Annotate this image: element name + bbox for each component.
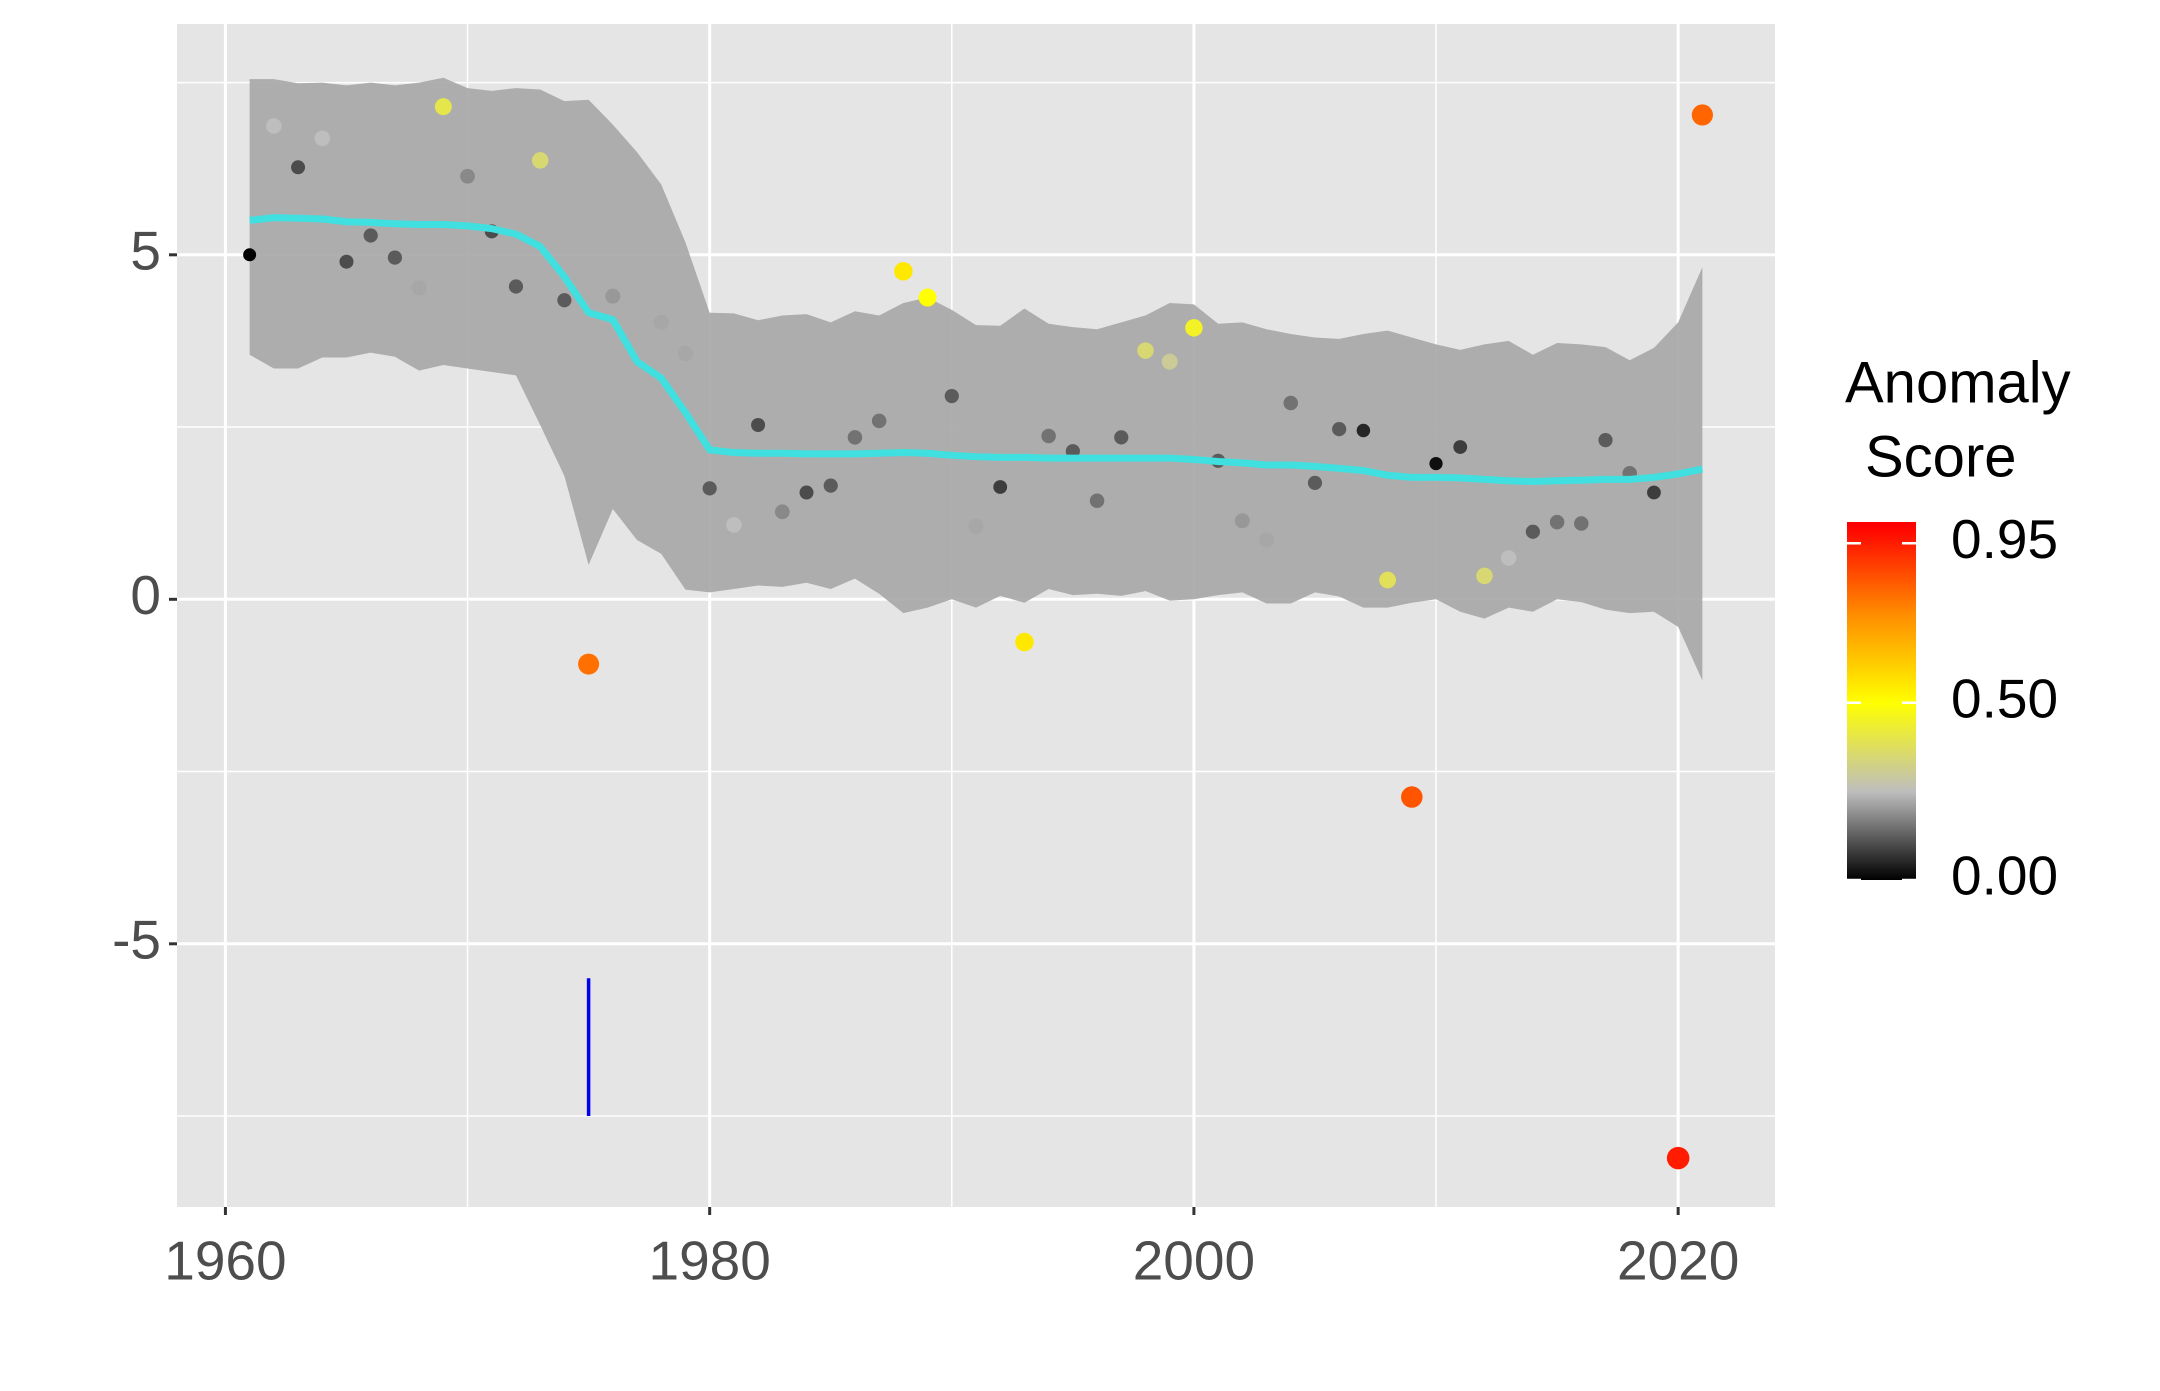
data-point: [1356, 423, 1371, 438]
x-tick-label: 2000: [1133, 1230, 1255, 1292]
data-point: [1598, 433, 1613, 448]
data-point: [1691, 104, 1713, 126]
data-point: [726, 517, 742, 533]
confidence-band: [249, 77, 1703, 681]
data-point: [1283, 395, 1299, 411]
data-point: [1500, 550, 1517, 566]
data-point: [968, 518, 984, 534]
data-point: [1666, 1146, 1690, 1170]
data-point: [339, 254, 354, 269]
data-point: [1258, 532, 1275, 548]
data-point: [1453, 440, 1468, 454]
data-point: [677, 345, 694, 361]
data-point: [243, 248, 257, 262]
y-tick-label: 5: [130, 219, 161, 281]
data-point: [918, 288, 937, 307]
data-point: [1549, 514, 1565, 530]
data-point: [1234, 513, 1250, 529]
colorbar: [1847, 522, 1916, 880]
data-point: [531, 152, 549, 169]
data-point: [894, 262, 913, 281]
x-tick-label: 1980: [648, 1230, 770, 1292]
data-point: [557, 293, 572, 308]
data-point: [1137, 342, 1154, 359]
data-point: [653, 314, 669, 330]
legend-title: Score: [1865, 424, 2017, 489]
data-point: [702, 481, 717, 496]
data-point: [1161, 353, 1178, 370]
data-point: [823, 478, 838, 493]
data-point: [799, 485, 814, 500]
data-point: [434, 98, 452, 116]
data-point: [1114, 430, 1129, 445]
colorbar-label: 0.95: [1951, 508, 2058, 570]
data-point: [1401, 786, 1423, 808]
data-point: [993, 480, 1008, 494]
data-point: [1185, 319, 1203, 337]
data-point: [1476, 567, 1493, 585]
x-tick-label: 1960: [164, 1230, 286, 1292]
data-point: [1647, 485, 1661, 500]
data-point: [1041, 428, 1056, 444]
data-point: [363, 228, 378, 243]
data-point: [1525, 524, 1540, 539]
data-point: [508, 279, 524, 294]
data-point: [1574, 516, 1589, 531]
data-point: [751, 417, 766, 432]
data-point: [847, 430, 863, 445]
data-point: [1379, 571, 1397, 589]
data-point: [1332, 422, 1347, 437]
data-point: [1429, 456, 1443, 471]
y-tick-label: -5: [112, 908, 161, 970]
data-point: [460, 168, 475, 184]
data-point: [1089, 493, 1105, 509]
data-point: [871, 413, 887, 429]
data-point: [411, 280, 427, 296]
legend-title: Anomaly: [1845, 350, 2071, 415]
data-point: [605, 288, 621, 304]
data-point: [578, 653, 600, 675]
data-point: [387, 250, 403, 265]
smooth-line: [249, 214, 1704, 485]
colorbar-label: 0.50: [1951, 667, 2058, 729]
data-point: [774, 504, 790, 520]
y-tick-label: 0: [130, 564, 161, 626]
data-point: [944, 388, 959, 404]
data-point: [1015, 632, 1034, 652]
x-tick-label: 2020: [1617, 1230, 1739, 1292]
colorbar-label: 0.00: [1951, 845, 2058, 907]
data-point: [266, 118, 282, 134]
data-point: [314, 130, 331, 147]
data-point: [291, 160, 306, 175]
data-point: [1307, 475, 1323, 490]
